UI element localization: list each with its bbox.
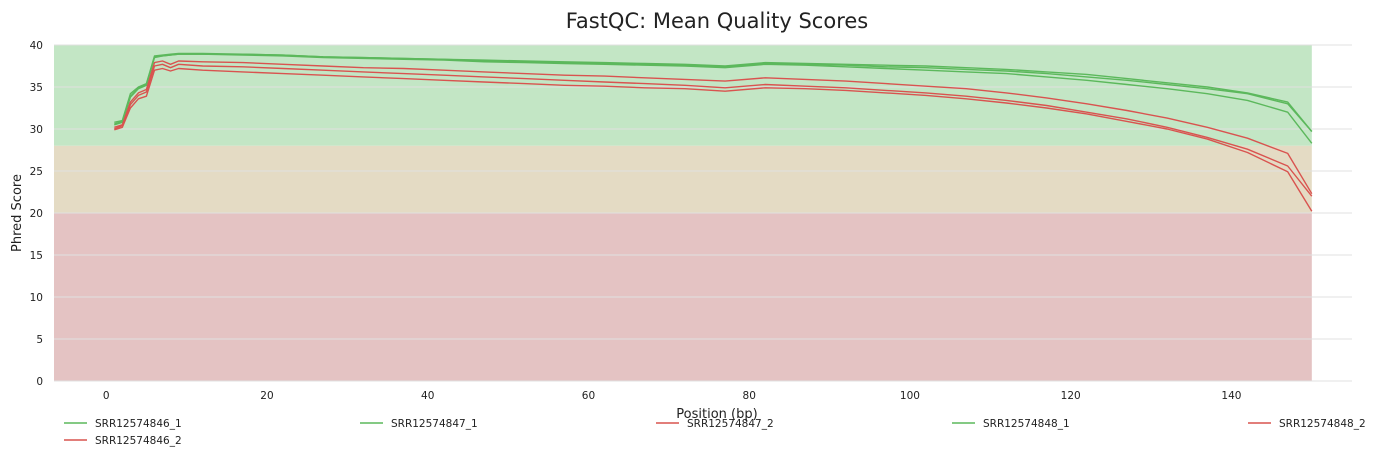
series-line-SRR12574848_1 bbox=[114, 53, 1313, 144]
legend-item: SRR12574847_1 bbox=[360, 418, 478, 430]
legend-label: SRR12574848_1 bbox=[983, 418, 1070, 430]
x-tick-label: 100 bbox=[900, 390, 920, 402]
legend: SRR12574846_1 SRR12574847_1 SRR12574847_2 S… bbox=[64, 418, 1366, 447]
x-axis-label: Position (bp) bbox=[676, 407, 757, 422]
y-tick-label: 5 bbox=[36, 334, 43, 346]
series-line-SRR12574846_2 bbox=[114, 67, 1313, 212]
band-warning bbox=[54, 145, 1312, 213]
band-good bbox=[54, 45, 1312, 146]
series-line-SRR12574847_2 bbox=[114, 60, 1313, 195]
legend-label: SRR12574847_2 bbox=[687, 418, 774, 430]
x-tick-label: 0 bbox=[103, 390, 110, 402]
x-tick-label: 80 bbox=[743, 390, 756, 402]
x-tick-label: 40 bbox=[421, 390, 434, 402]
series-line-SRR12574847_1 bbox=[114, 52, 1313, 132]
legend-label: SRR12574846_2 bbox=[95, 435, 182, 447]
y-tick-label: 40 bbox=[30, 40, 43, 52]
legend-item: SRR12574846_2 bbox=[64, 435, 182, 447]
legend-item: SRR12574846_1 bbox=[64, 418, 182, 430]
x-axis-ticks: 0 20 40 60 80 100 120 140 bbox=[103, 390, 1242, 402]
y-tick-label: 15 bbox=[30, 250, 43, 262]
y-tick-label: 35 bbox=[30, 82, 43, 94]
series-lines bbox=[114, 52, 1313, 212]
x-tick-label: 20 bbox=[260, 390, 273, 402]
x-tick-label: 120 bbox=[1061, 390, 1081, 402]
x-tick-label: 140 bbox=[1221, 390, 1241, 402]
legend-item: SRR12574848_1 bbox=[952, 418, 1070, 430]
y-tick-label: 20 bbox=[30, 208, 43, 220]
y-axis-label: Phred Score bbox=[10, 174, 25, 252]
x-tick-label: 60 bbox=[582, 390, 595, 402]
legend-label: SRR12574848_2 bbox=[1279, 418, 1366, 430]
chart-title: FastQC: Mean Quality Scores bbox=[566, 9, 869, 33]
series-line-SRR12574848_2 bbox=[114, 63, 1313, 197]
y-axis-ticks: 0 5 10 15 20 25 30 35 40 bbox=[30, 40, 43, 388]
legend-item: SRR12574847_2 bbox=[656, 418, 774, 430]
legend-item: SRR12574848_2 bbox=[1248, 418, 1366, 430]
legend-label: SRR12574846_1 bbox=[95, 418, 182, 430]
y-tick-label: 0 bbox=[36, 376, 43, 388]
y-tick-label: 25 bbox=[30, 166, 43, 178]
y-tick-label: 30 bbox=[30, 124, 43, 136]
legend-label: SRR12574847_1 bbox=[391, 418, 478, 430]
y-tick-label: 10 bbox=[30, 292, 43, 304]
